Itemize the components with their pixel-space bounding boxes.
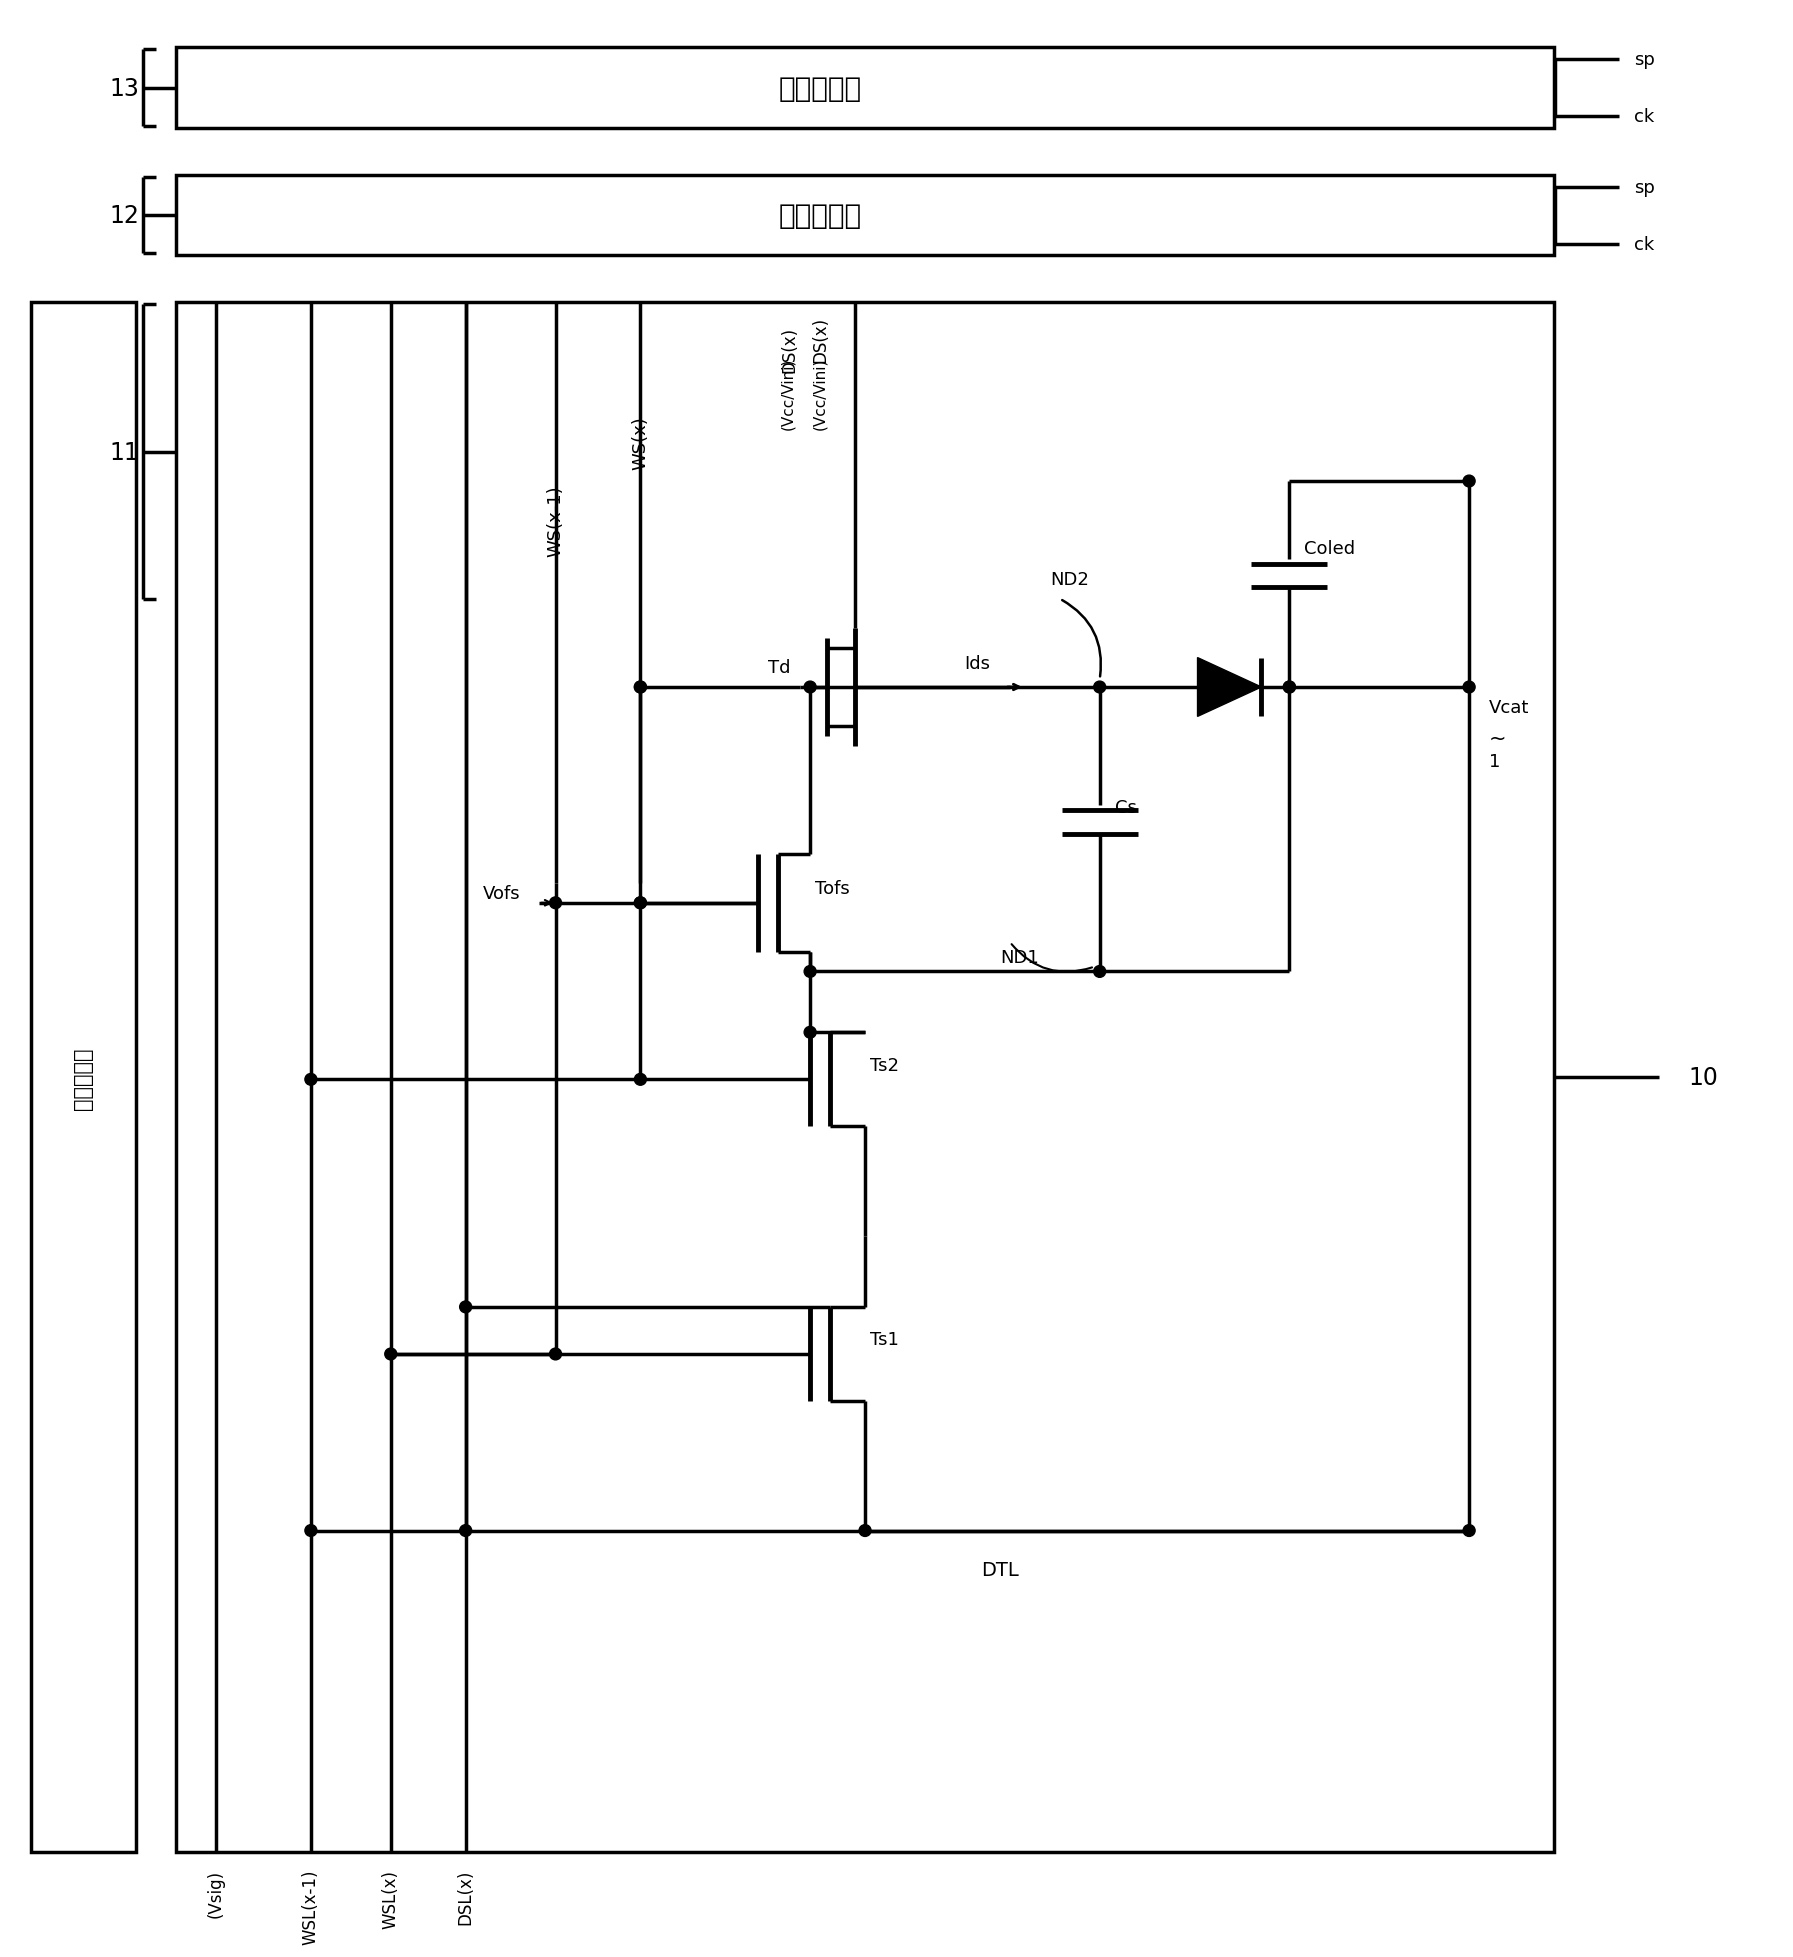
Circle shape [635, 681, 647, 693]
Text: 器脆均戚零: 器脆均戚零 [778, 202, 862, 231]
Circle shape [385, 1348, 396, 1360]
Text: 10: 10 [1689, 1067, 1719, 1090]
Text: ck: ck [1633, 108, 1655, 125]
Text: Td: Td [767, 660, 791, 677]
Polygon shape [1198, 658, 1262, 716]
Text: DS(x): DS(x) [780, 327, 798, 372]
Text: 11: 11 [109, 440, 140, 464]
Circle shape [635, 898, 647, 910]
Text: 1: 1 [1488, 751, 1501, 771]
Bar [176, 49, 1555, 129]
Text: Ids: Ids [965, 656, 990, 673]
Circle shape [803, 1027, 816, 1039]
Circle shape [1463, 1525, 1476, 1536]
Circle shape [803, 681, 816, 693]
Circle shape [305, 1074, 317, 1086]
Circle shape [549, 1348, 561, 1360]
Circle shape [1284, 681, 1295, 693]
Circle shape [635, 681, 647, 693]
Circle shape [803, 967, 816, 978]
Text: (Vcc/Vini): (Vcc/Vini) [780, 358, 794, 431]
Text: ~: ~ [1488, 728, 1506, 750]
Text: 水平选择器: 水平选择器 [74, 1047, 93, 1110]
Text: Vofs: Vofs [482, 885, 520, 902]
Text: sp: sp [1633, 178, 1655, 196]
Text: (Vcc/Vini): (Vcc/Vini) [812, 358, 828, 431]
Circle shape [1463, 476, 1476, 487]
Text: 器脆均图吹: 器脆均图吹 [778, 74, 862, 102]
Bar [30, 303, 136, 1853]
Text: Cs: Cs [1115, 798, 1137, 816]
Bar [176, 176, 1555, 256]
Circle shape [1463, 681, 1476, 693]
Bar [176, 303, 1555, 1853]
Text: WSL(x): WSL(x) [382, 1869, 400, 1928]
Text: Ts1: Ts1 [870, 1331, 898, 1348]
Circle shape [635, 1074, 647, 1086]
Circle shape [1094, 681, 1106, 693]
Text: WS(x-1): WS(x-1) [547, 485, 565, 558]
Text: Vcat: Vcat [1488, 699, 1529, 716]
Text: DS(x): DS(x) [810, 317, 828, 362]
Text: WS(x): WS(x) [631, 415, 649, 470]
Text: 12: 12 [109, 204, 140, 229]
Text: sp: sp [1633, 51, 1655, 68]
Circle shape [549, 898, 561, 910]
Circle shape [859, 1525, 871, 1536]
Text: WSL(x-1): WSL(x-1) [301, 1869, 319, 1945]
Text: Ts2: Ts2 [870, 1057, 898, 1074]
Text: DTL: DTL [981, 1560, 1018, 1579]
Text: 13: 13 [109, 76, 140, 100]
Text: ND2: ND2 [1049, 571, 1088, 589]
Text: Coled: Coled [1304, 540, 1356, 558]
Circle shape [1094, 967, 1106, 978]
Circle shape [1284, 681, 1295, 693]
Text: (Vsig): (Vsig) [206, 1869, 226, 1918]
Text: Tofs: Tofs [816, 879, 850, 898]
Circle shape [305, 1525, 317, 1536]
Circle shape [459, 1525, 472, 1536]
Text: ck: ck [1633, 235, 1655, 254]
Circle shape [459, 1301, 472, 1313]
Text: DSL(x): DSL(x) [457, 1869, 475, 1924]
Circle shape [635, 898, 647, 910]
Text: ND1: ND1 [1000, 949, 1038, 967]
